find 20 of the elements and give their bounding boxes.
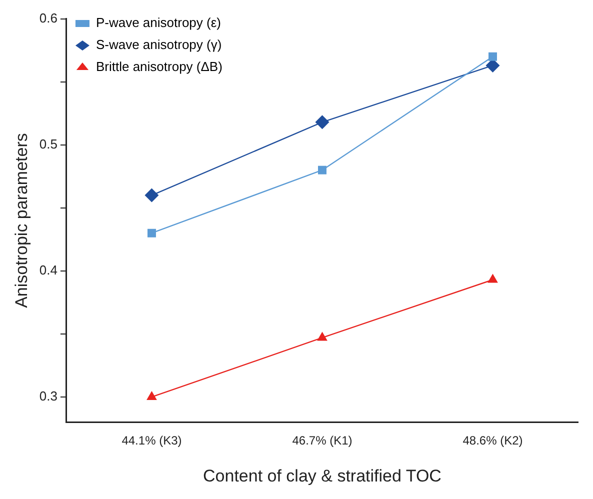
y-tick-label: 0.4 (39, 262, 58, 278)
y-axis-title: Anisotropic parameters (12, 133, 31, 308)
point (146, 390, 157, 400)
x-tick-label: 44.1% (K3) (122, 434, 182, 448)
legend-label: Brittle anisotropy (ΔB) (96, 59, 222, 74)
point (317, 332, 328, 341)
legend-label: S-wave anisotropy (γ) (96, 37, 222, 52)
y-tick-label: 0.5 (39, 136, 58, 152)
y-tick-label: 0.3 (39, 388, 58, 404)
point (315, 115, 330, 130)
x-tick-label: 46.7% (K1) (292, 434, 352, 448)
point (144, 188, 159, 202)
point (488, 52, 497, 61)
x-axis-title: Content of clay & stratified TOC (203, 466, 442, 486)
point (488, 274, 498, 283)
point (147, 228, 156, 238)
legend-label: P-wave anisotropy (ε) (96, 15, 221, 30)
point (318, 166, 326, 174)
x-tick-label: 48.6% (K2) (462, 434, 523, 448)
y-tick-label: 0.6 (39, 10, 58, 26)
